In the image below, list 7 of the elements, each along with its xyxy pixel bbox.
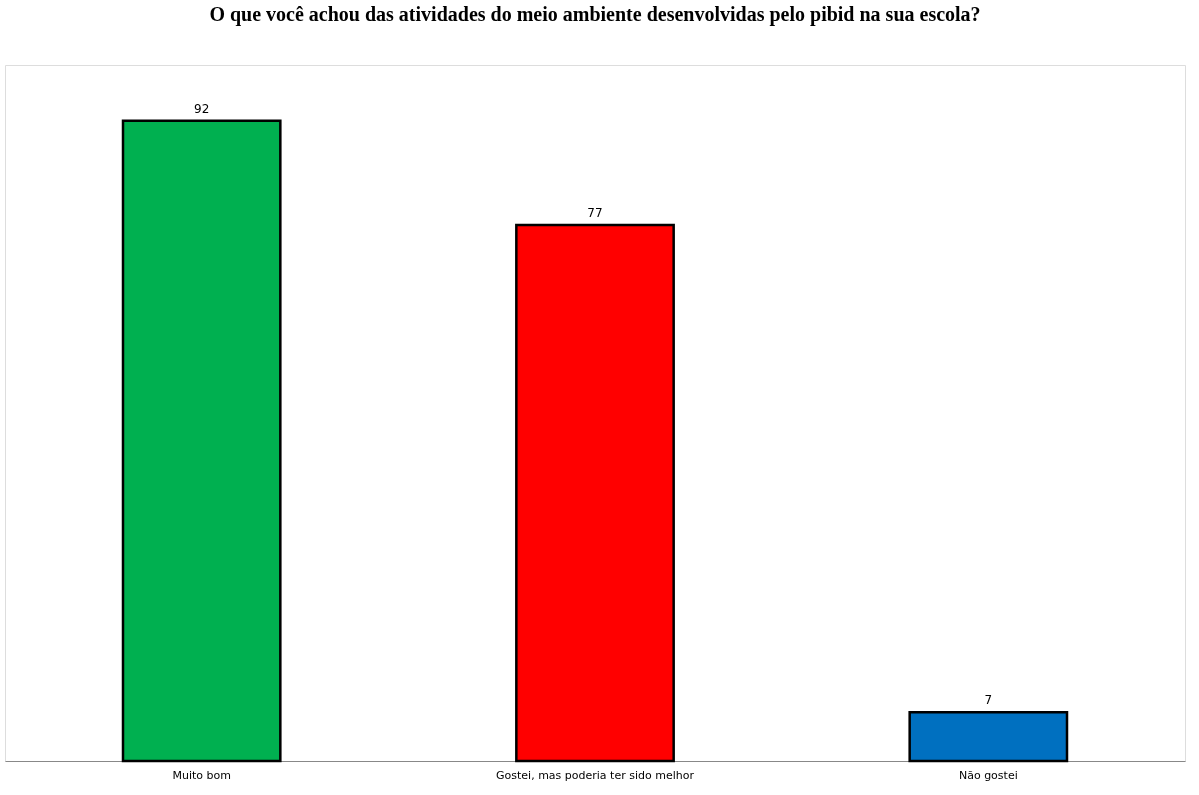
x-tick-label: Gostei, mas poderia ter sido melhor: [496, 768, 695, 782]
data-label: 92: [194, 101, 210, 116]
chart-title: O que você achou das atividades do meio ambiente desenvolvidas pelo pibid na sua escola?: [209, 3, 981, 26]
x-tick-label: Não gostei: [958, 768, 1018, 782]
x-tick-label: Muito bom: [172, 768, 231, 782]
data-label: 77: [587, 206, 603, 221]
data-label: 7: [984, 693, 993, 708]
